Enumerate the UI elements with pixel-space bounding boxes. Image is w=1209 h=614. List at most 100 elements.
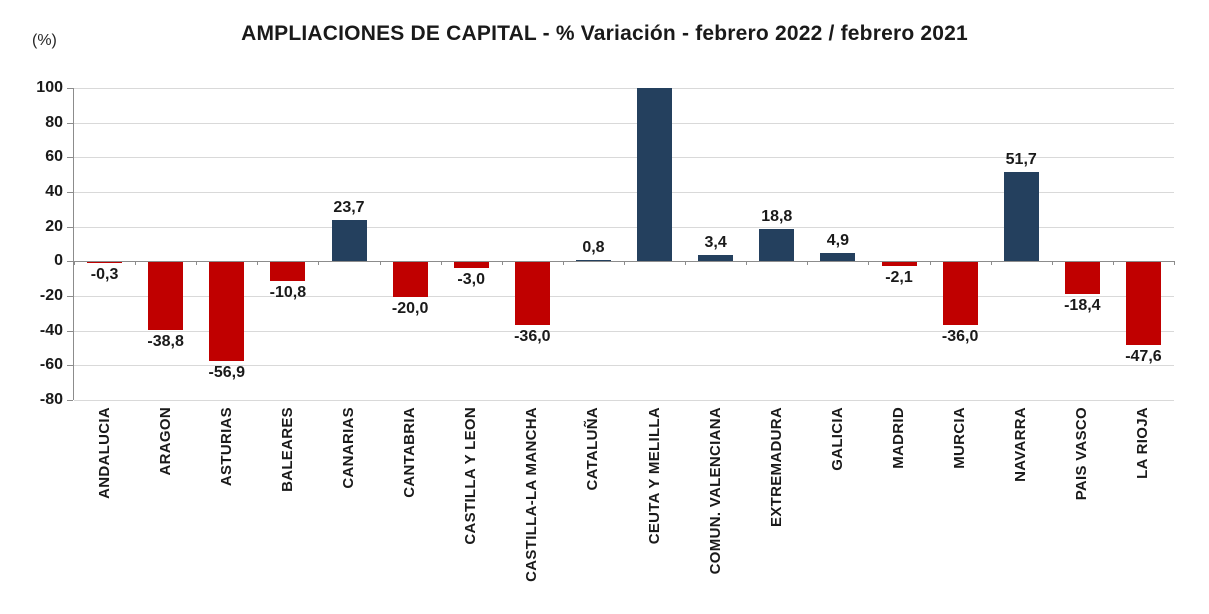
- bar-castilla-y-leon: [453, 262, 489, 268]
- category-label-14: MURCIA: [951, 407, 969, 469]
- gridline-y-80: [74, 122, 1174, 124]
- bar-value-label: -20,0: [391, 300, 429, 317]
- bar-galicia: [820, 252, 856, 262]
- bar-baleares: [270, 262, 306, 282]
- bar-value-label: -56,9: [208, 363, 245, 381]
- bar-comun-valenciana: [698, 255, 734, 262]
- x-axis-tick: [685, 261, 687, 266]
- y-axis-tick-20: [67, 226, 73, 228]
- x-axis-tick: [990, 261, 992, 266]
- bar-value-label: 18,8: [761, 207, 793, 225]
- x-axis-tick: [135, 261, 137, 266]
- category-label-17: LA RIOJA: [1134, 407, 1152, 479]
- y-tick-label: -60: [39, 356, 63, 374]
- x-axis-tick: [1112, 261, 1114, 266]
- gridline-y--60: [74, 365, 1174, 367]
- bar-value-label: 51,7: [1005, 150, 1037, 168]
- category-label-9: CEUTA Y MELILLA: [645, 407, 663, 545]
- bar-value-label: -47,6: [1125, 347, 1162, 365]
- bar-aragon: [148, 262, 184, 330]
- y-tick-label: 40: [45, 183, 63, 200]
- y-axis-line: [73, 88, 74, 400]
- y-tick-label: -20: [39, 287, 63, 304]
- bar-andalucia: [87, 262, 123, 264]
- bar-value-label: 0,8: [582, 238, 605, 256]
- y-tick-label: 100: [36, 79, 63, 96]
- bar-value-label: 3,4: [704, 234, 727, 252]
- bar-value-label: -36,0: [514, 327, 551, 345]
- category-label-10: COMUN. VALENCIANA: [706, 407, 724, 575]
- x-axis-tick: [440, 261, 442, 266]
- x-axis-tick: [746, 261, 748, 266]
- bar-ceuta-y-melilla: [637, 88, 673, 262]
- x-axis-tick: [807, 261, 809, 266]
- x-axis-tick: [868, 261, 870, 266]
- category-label-2: ASTURIAS: [217, 407, 235, 487]
- bar-asturias: [209, 262, 245, 361]
- y-axis-tick--20: [67, 296, 73, 297]
- x-axis-tick: [379, 261, 381, 266]
- y-axis-tick--60: [67, 365, 73, 367]
- gridline-y-100: [74, 88, 1174, 89]
- y-axis-tick-100: [67, 88, 73, 89]
- category-label-4: CANARIAS: [340, 407, 357, 489]
- category-label-6: CASTILLA Y LEON: [462, 407, 480, 545]
- x-axis-tick: [501, 261, 503, 266]
- category-label-0: ANDALUCIA: [95, 407, 113, 499]
- x-axis-tick: [562, 261, 564, 266]
- y-axis-unit-label: (%): [32, 32, 57, 49]
- category-label-3: BALEARES: [278, 407, 296, 492]
- gridline-y-40: [74, 192, 1174, 193]
- bar-catalu-a: [575, 259, 611, 262]
- category-label-11: EXTREMADURA: [767, 407, 785, 527]
- x-axis-tick: [196, 261, 198, 266]
- bar-cantabria: [392, 262, 428, 297]
- x-axis-tick: [624, 261, 625, 266]
- y-tick-label: 80: [45, 113, 63, 131]
- gridline-y--80: [74, 400, 1174, 401]
- bar-la-rioja: [1125, 262, 1161, 345]
- category-label-13: MADRID: [890, 407, 907, 469]
- y-axis-tick-40: [67, 192, 73, 193]
- x-axis-tick: [929, 261, 931, 266]
- bar-value-label: -2,1: [885, 268, 913, 286]
- bar-value-label: -10,8: [269, 284, 307, 302]
- gridline-y-60: [74, 157, 1174, 159]
- y-tick-label: 20: [45, 217, 63, 235]
- x-axis-tick: [257, 261, 259, 266]
- bar-navarra: [1003, 171, 1039, 262]
- y-axis-tick-60: [67, 157, 73, 159]
- chart-title: AMPLIACIONES DE CAPITAL - % Variación - …: [241, 22, 968, 45]
- y-tick-label: 0: [54, 252, 63, 270]
- bar-value-label: 4,9: [826, 231, 849, 249]
- category-label-15: NAVARRA: [1012, 407, 1030, 482]
- category-label-1: ARAGON: [156, 407, 174, 476]
- y-tick-label: 60: [45, 148, 63, 166]
- x-axis-tick: [318, 261, 320, 266]
- y-axis-tick--40: [67, 330, 73, 332]
- bar-value-label: -0,3: [90, 266, 119, 284]
- bar-extremadura: [759, 228, 795, 262]
- y-axis-tick-80: [67, 122, 73, 124]
- bar-value-label: -38,8: [147, 332, 184, 350]
- bar-value-label: -18,4: [1064, 297, 1101, 315]
- x-axis-tick: [1051, 261, 1053, 266]
- bar-madrid: [881, 262, 917, 266]
- category-label-12: GALICIA: [828, 407, 846, 471]
- gridline-y--40: [74, 330, 1174, 332]
- bar-value-label: 23,7: [333, 199, 365, 217]
- gridline-y--20: [74, 296, 1174, 297]
- x-axis-tick: [74, 261, 75, 266]
- x-axis-tick: [1174, 261, 1175, 266]
- category-label-8: CATALUÑA: [584, 407, 602, 491]
- category-label-5: CANTABRIA: [401, 407, 419, 498]
- y-tick-label: -40: [39, 321, 63, 339]
- gridline-y-20: [74, 226, 1174, 228]
- y-axis-tick--80: [67, 400, 73, 401]
- category-label-7: CASTILLA-LA MANCHA: [523, 407, 541, 582]
- bar-value-label: -36,0: [941, 327, 979, 345]
- y-axis-tick-0: [67, 261, 73, 263]
- bar-value-label: -3,0: [457, 270, 485, 288]
- bar-pais-vasco: [1064, 262, 1100, 295]
